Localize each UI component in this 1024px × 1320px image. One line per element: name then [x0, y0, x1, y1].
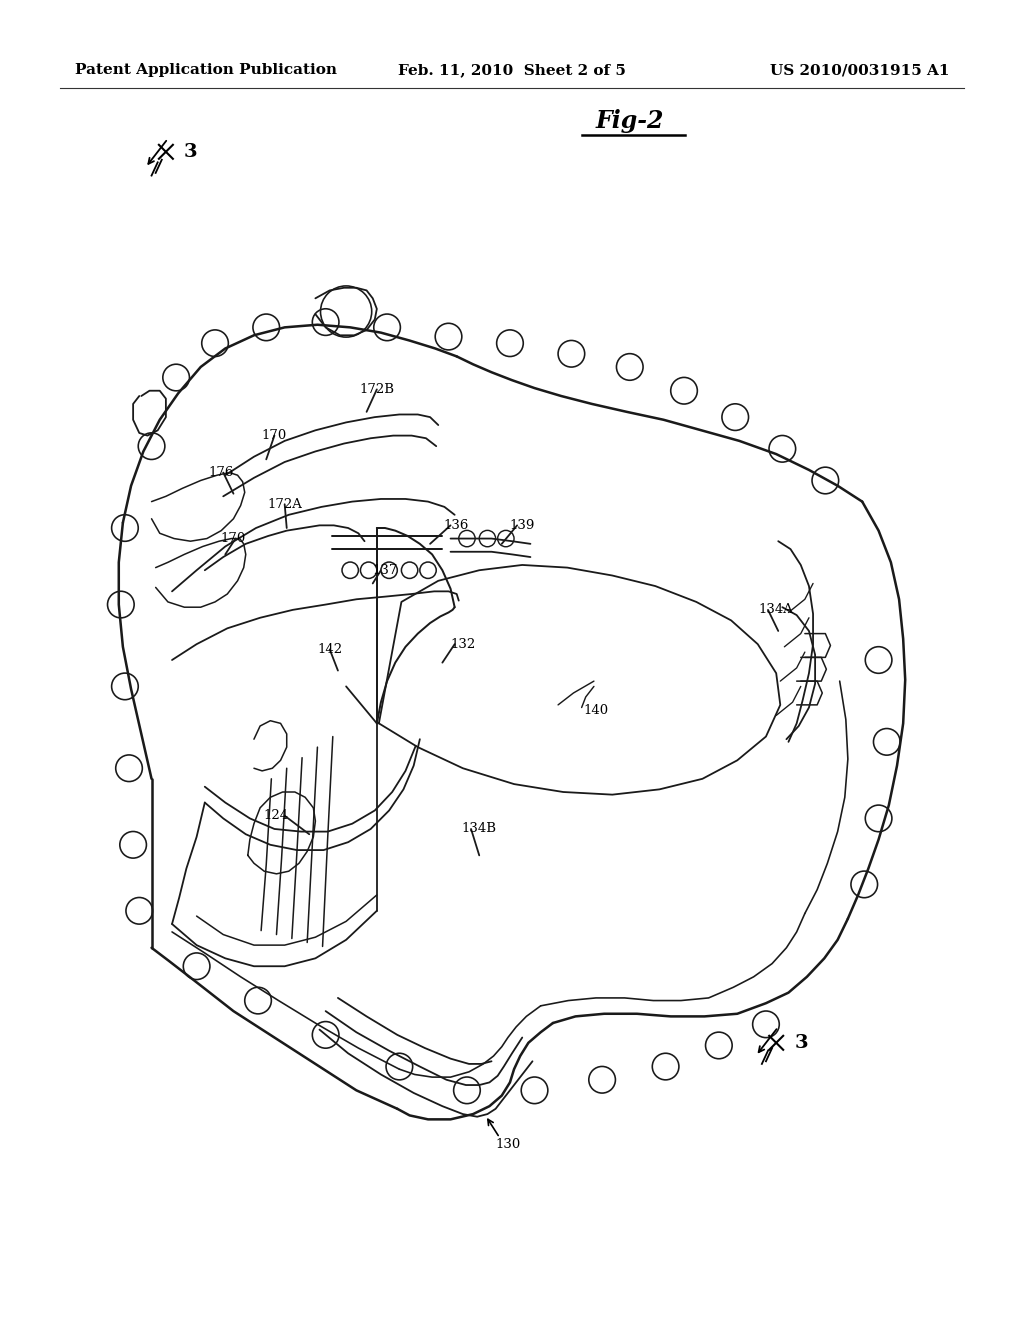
Text: Patent Application Publication: Patent Application Publication	[75, 63, 337, 77]
Text: 140: 140	[584, 704, 608, 717]
Text: 130: 130	[496, 1138, 520, 1151]
Text: 3: 3	[184, 143, 198, 161]
Text: Feb. 11, 2010  Sheet 2 of 5: Feb. 11, 2010 Sheet 2 of 5	[398, 63, 626, 77]
Text: 170: 170	[262, 429, 287, 442]
Text: US 2010/0031915 A1: US 2010/0031915 A1	[770, 63, 950, 77]
Text: 172A: 172A	[267, 498, 302, 511]
Text: 172B: 172B	[359, 383, 394, 396]
Text: 139: 139	[510, 519, 535, 532]
Text: 142: 142	[317, 643, 342, 656]
Text: 132: 132	[451, 638, 475, 651]
Text: 176: 176	[209, 466, 233, 479]
Text: 124: 124	[264, 809, 289, 822]
Text: 137: 137	[373, 564, 397, 577]
Text: Fig-2: Fig-2	[596, 110, 664, 133]
Text: 3: 3	[795, 1034, 808, 1052]
Text: 134A: 134A	[759, 603, 794, 616]
Text: 134B: 134B	[462, 822, 497, 836]
Text: 136: 136	[443, 519, 468, 532]
Text: 170: 170	[221, 532, 246, 545]
